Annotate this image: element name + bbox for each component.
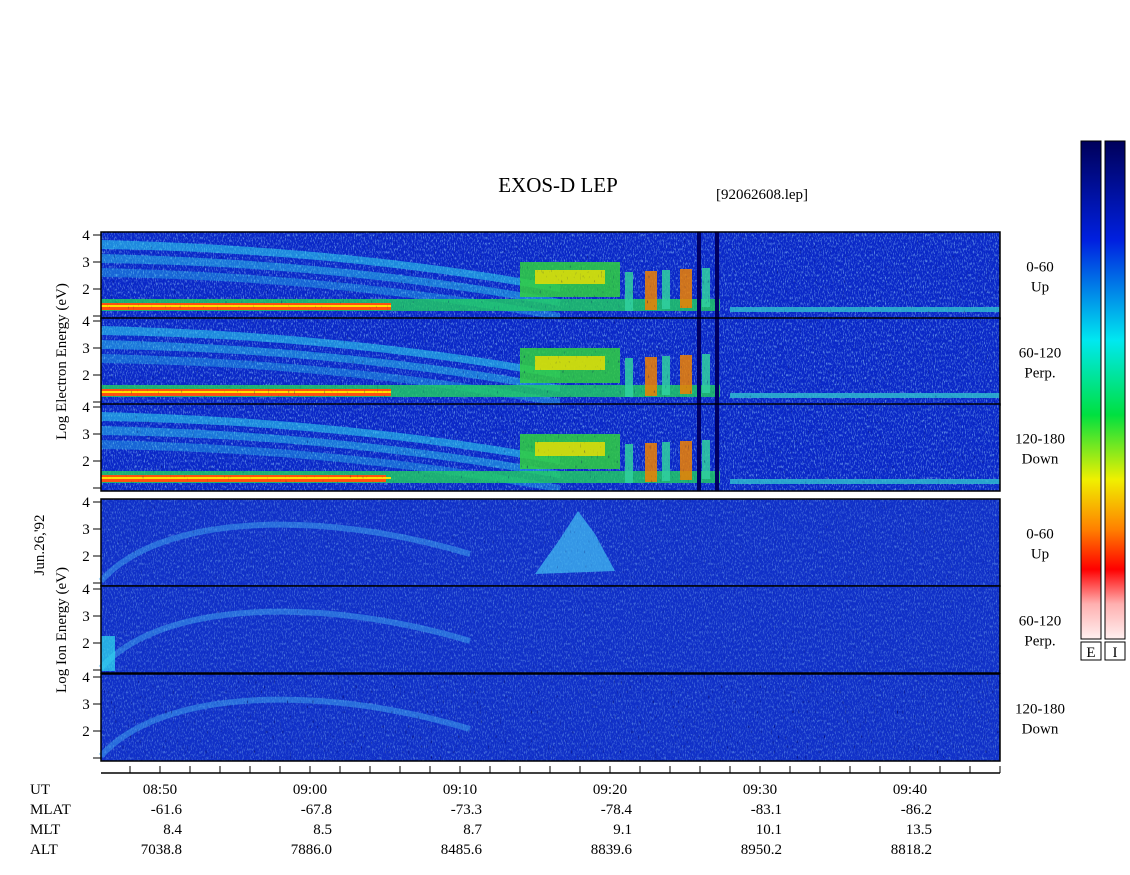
noise <box>101 232 1000 319</box>
colorbar-box <box>1080 641 1102 661</box>
row-value: -86.2 <box>901 802 932 818</box>
row-value: 09:30 <box>743 782 777 798</box>
y-tick-label: 4 <box>82 670 90 686</box>
row-value: 09:40 <box>893 782 927 798</box>
noise <box>101 318 1000 405</box>
spectrogram <box>98 586 1000 673</box>
row-value: -83.1 <box>751 802 782 818</box>
file-label: [92062608.lep] <box>716 187 808 203</box>
row-value: 09:10 <box>443 782 477 798</box>
row-name: MLT <box>30 822 60 838</box>
y-tick-label: 3 <box>82 255 90 271</box>
panel-frame <box>100 403 1001 492</box>
y-tick-label: 4 <box>82 228 90 244</box>
row-value: 7038.8 <box>141 842 182 858</box>
row-value: 09:20 <box>593 782 627 798</box>
colorbar <box>1104 140 1126 640</box>
spectrogram <box>101 318 1000 406</box>
axis-label: Log Electron Energy (eV) <box>54 283 70 440</box>
y-tick-label: 4 <box>82 495 90 511</box>
date-label: Jun.26,'92 <box>32 514 48 575</box>
row-value: 08:50 <box>143 782 177 798</box>
y-tick-label: 2 <box>82 368 90 384</box>
row-value: 8839.6 <box>591 842 633 858</box>
y-tick-label: 3 <box>82 697 90 713</box>
pitch-angle: 60-120 <box>1019 346 1062 362</box>
spectrogram <box>98 499 1000 586</box>
colorbar-box <box>1104 641 1126 661</box>
row-value: 8.7 <box>463 822 482 838</box>
y-tick-label: 3 <box>82 609 90 625</box>
y-tick-label: 2 <box>82 454 90 470</box>
pitch-angle: 60-120 <box>1019 614 1062 630</box>
colorbar <box>1080 140 1102 640</box>
y-tick-label: 4 <box>82 400 90 416</box>
row-value: -78.4 <box>601 802 633 818</box>
row-value: 9.1 <box>613 822 632 838</box>
y-tick-label: 2 <box>82 724 90 740</box>
pitch-angle: 120-180 <box>1015 702 1065 718</box>
pitch-direction: Perp. <box>1024 366 1055 382</box>
row-value: 8485.6 <box>441 842 483 858</box>
y-tick-label: 2 <box>82 636 90 652</box>
pitch-direction: Up <box>1031 280 1049 296</box>
noise <box>101 499 1000 586</box>
y-tick-label: 2 <box>82 549 90 565</box>
row-value: 8.5 <box>313 822 332 838</box>
colorbar-label: E <box>1086 645 1095 661</box>
row-value: -61.6 <box>151 802 183 818</box>
spectrogram <box>101 232 1000 320</box>
y-tick-label: 4 <box>82 314 90 330</box>
y-tick-label: 3 <box>82 427 90 443</box>
axis-label: Log Ion Energy (eV) <box>54 567 70 693</box>
pitch-direction: Perp. <box>1024 634 1055 650</box>
panel-frame <box>100 585 1001 674</box>
y-tick-label: 4 <box>82 582 90 598</box>
y-tick-label: 3 <box>82 522 90 538</box>
row-name: ALT <box>30 842 58 858</box>
pitch-angle: 120-180 <box>1015 432 1065 448</box>
pitch-direction: Up <box>1031 547 1049 563</box>
row-value: 7886.0 <box>291 842 332 858</box>
row-value: 8818.2 <box>891 842 932 858</box>
row-value: 09:00 <box>293 782 327 798</box>
spectrogram <box>98 674 1000 761</box>
row-value: 10.1 <box>756 822 782 838</box>
pitch-angle: 0-60 <box>1026 260 1054 276</box>
noise <box>101 586 1000 673</box>
pitch-direction: Down <box>1022 452 1059 468</box>
pitch-angle: 0-60 <box>1026 527 1054 543</box>
y-tick-label: 3 <box>82 341 90 357</box>
spectrogram <box>101 404 1000 492</box>
row-value: 8950.2 <box>741 842 782 858</box>
panel-frame <box>100 673 1001 762</box>
title: EXOS-D LEP <box>498 173 618 197</box>
colorbar-label: I <box>1113 645 1118 661</box>
row-value: 13.5 <box>906 822 932 838</box>
row-value: 8.4 <box>163 822 182 838</box>
row-name: UT <box>30 782 50 798</box>
row-value: -73.3 <box>451 802 482 818</box>
noise <box>101 404 1000 491</box>
row-value: -67.8 <box>301 802 332 818</box>
pitch-direction: Down <box>1022 722 1059 738</box>
noise <box>101 674 1000 761</box>
y-tick-label: 2 <box>82 282 90 298</box>
row-name: MLAT <box>30 802 71 818</box>
